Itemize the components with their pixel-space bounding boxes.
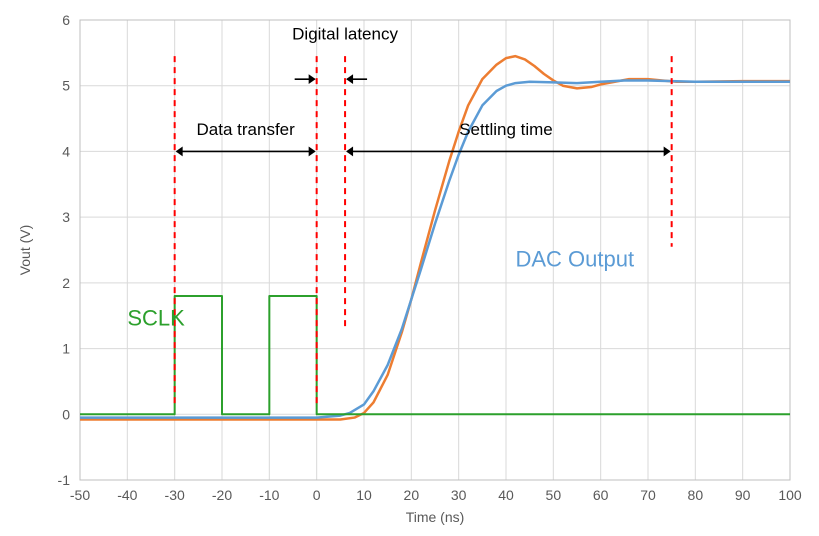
label-dac-output: DAC Output [515,246,634,271]
y-tick-label: 3 [62,209,70,225]
label-sclk: SCLK [127,306,185,331]
label-data-transfer: Data transfer [197,120,296,139]
x-tick-label: 100 [778,487,802,503]
x-tick-label: 60 [593,487,609,503]
x-tick-label: -40 [117,487,137,503]
y-tick-label: 6 [62,12,70,28]
x-tick-label: -20 [212,487,232,503]
x-tick-label: 80 [688,487,704,503]
x-tick-label: 50 [546,487,562,503]
x-tick-label: 10 [356,487,372,503]
label-settling-time: Settling time [459,120,553,139]
x-tick-label: 20 [404,487,420,503]
x-tick-label: -10 [259,487,279,503]
x-tick-label: 30 [451,487,467,503]
x-tick-label: 40 [498,487,514,503]
y-tick-label: 4 [62,143,70,159]
timing-chart: -50-40-30-20-100102030405060708090100-10… [0,0,819,536]
x-tick-label: -30 [165,487,185,503]
x-tick-label: 90 [735,487,751,503]
x-tick-label: -50 [70,487,90,503]
chart-svg: -50-40-30-20-100102030405060708090100-10… [0,0,819,536]
y-tick-label: 5 [62,78,70,94]
x-axis-label: Time (ns) [406,509,465,525]
x-tick-label: 0 [313,487,321,503]
y-tick-label: 2 [62,275,70,291]
y-tick-label: -1 [58,472,71,488]
y-axis-label: Vout (V) [17,225,33,276]
chart-bg [0,0,819,536]
y-tick-label: 1 [62,341,70,357]
label-digital-latency: Digital latency [292,25,398,44]
x-tick-label: 70 [640,487,656,503]
y-tick-label: 0 [62,406,70,422]
